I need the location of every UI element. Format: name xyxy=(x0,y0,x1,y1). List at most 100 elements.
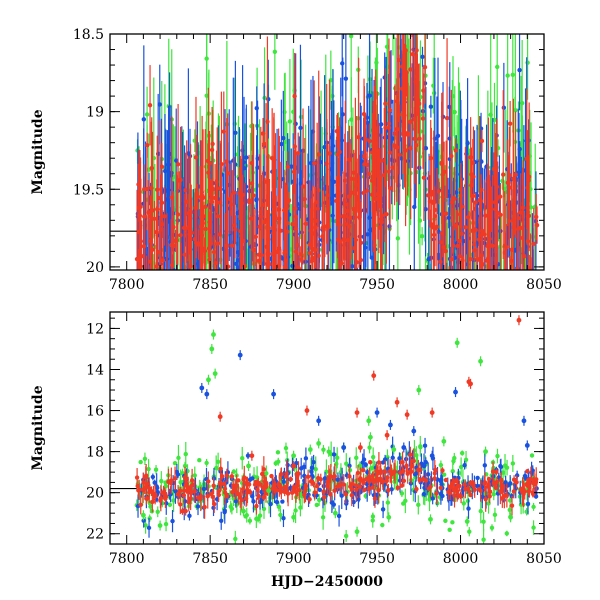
bottom-point-red xyxy=(341,482,346,487)
bottom-point-blue xyxy=(211,505,216,511)
bottom-outlier-point-green xyxy=(368,434,373,440)
bottom-outlier-point-green xyxy=(386,514,392,520)
bottom-outlier-point-blue xyxy=(204,391,210,397)
top-point-blue xyxy=(330,200,335,206)
top-point-red xyxy=(453,148,458,153)
bottom-point-red xyxy=(296,471,301,476)
top-point-red xyxy=(159,200,165,205)
top-point-red xyxy=(454,223,459,228)
top-point-blue xyxy=(234,261,239,267)
bottom-point-blue xyxy=(421,491,427,497)
bottom-point-red xyxy=(456,493,461,498)
bottom-point-green xyxy=(142,456,148,461)
top-point-blue xyxy=(497,304,501,308)
top-point-blue xyxy=(420,54,425,60)
top-point-green xyxy=(219,294,223,298)
bottom-y-tick-label: 18 xyxy=(86,445,104,461)
bottom-x-tick-label: 8000 xyxy=(443,551,479,567)
bottom-outlier-point-red xyxy=(394,399,400,405)
top-point-red xyxy=(162,214,167,219)
bottom-point-red xyxy=(202,504,207,510)
bottom-point-red xyxy=(462,482,467,487)
bottom-point-blue xyxy=(389,487,394,492)
bottom-point-red xyxy=(533,481,538,487)
bottom-point-red xyxy=(136,487,142,493)
bottom-point-red xyxy=(343,492,349,497)
bottom-point-green xyxy=(507,498,513,503)
bottom-outlier-point-red xyxy=(404,412,410,418)
top-point-red xyxy=(165,279,169,283)
top-point-blue xyxy=(465,140,470,146)
bottom-point-green xyxy=(507,507,512,513)
bottom-outlier-point-green xyxy=(483,449,488,455)
top-point-red xyxy=(421,175,427,180)
top-point-blue xyxy=(488,279,492,283)
bottom-y-tick-label: 12 xyxy=(86,321,104,337)
bottom-point-red xyxy=(486,476,492,482)
top-point-green xyxy=(518,280,522,284)
top-point-blue xyxy=(197,304,201,308)
top-point-green xyxy=(363,295,367,299)
top-point-green xyxy=(501,320,505,324)
top-point-red xyxy=(478,187,484,193)
top-point-red xyxy=(436,282,440,286)
bottom-point-red xyxy=(526,489,531,494)
bottom-point-red xyxy=(183,476,188,482)
top-point-green xyxy=(353,291,357,295)
top-point-red xyxy=(526,174,532,180)
top-point-blue xyxy=(167,273,171,277)
top-point-red xyxy=(157,195,163,201)
bottom-point-red xyxy=(163,496,168,502)
bottom-point-red xyxy=(361,468,366,473)
top-point-red xyxy=(412,117,417,122)
top-point-red xyxy=(475,256,480,262)
bottom-point-red xyxy=(494,469,499,475)
bottom-point-blue xyxy=(336,513,342,519)
top-point-red xyxy=(174,237,179,243)
top-point-red xyxy=(302,196,308,202)
bottom-point-green xyxy=(491,492,496,497)
top-point-red xyxy=(363,137,368,142)
bottom-point-red xyxy=(358,478,363,483)
bottom-point-green xyxy=(458,464,464,470)
top-point-green xyxy=(349,347,353,351)
top-point-green xyxy=(486,302,490,306)
top-point-green xyxy=(320,353,324,357)
top-point-red xyxy=(262,219,267,225)
top-point-red xyxy=(469,183,474,188)
top-point-green xyxy=(432,90,437,96)
bottom-outlier-point-blue xyxy=(411,428,417,434)
top-point-green xyxy=(272,49,278,54)
top-point-red xyxy=(534,222,540,228)
top-point-red xyxy=(307,242,312,247)
bottom-point-red xyxy=(400,459,405,465)
bottom-point-green xyxy=(240,456,245,461)
bottom-point-green xyxy=(438,462,444,468)
top-point-blue xyxy=(246,277,250,281)
top-point-blue xyxy=(387,224,392,229)
top-point-red xyxy=(480,262,485,267)
bottom-point-green xyxy=(380,522,385,528)
bottom-point-green xyxy=(233,536,238,542)
top-panel-data-points xyxy=(134,34,540,357)
bottom-point-red xyxy=(520,486,525,492)
bottom-point-red xyxy=(189,483,195,488)
top-point-red xyxy=(249,216,254,221)
top-point-green xyxy=(521,323,525,327)
bottom-point-red xyxy=(399,483,404,488)
top-point-blue xyxy=(350,299,354,303)
bottom-point-green xyxy=(492,512,498,518)
top-point-blue xyxy=(378,122,384,127)
top-point-green xyxy=(144,112,150,117)
bottom-point-red xyxy=(332,488,337,493)
bottom-point-green xyxy=(313,466,318,472)
top-point-blue xyxy=(423,206,428,212)
bottom-point-red xyxy=(466,489,472,494)
bottom-outlier-point-blue xyxy=(374,410,380,416)
top-point-red xyxy=(260,131,266,136)
bottom-point-red xyxy=(376,460,382,465)
top-point-blue xyxy=(243,334,247,338)
bottom-point-blue xyxy=(170,518,175,524)
bottom-point-green xyxy=(403,498,408,504)
